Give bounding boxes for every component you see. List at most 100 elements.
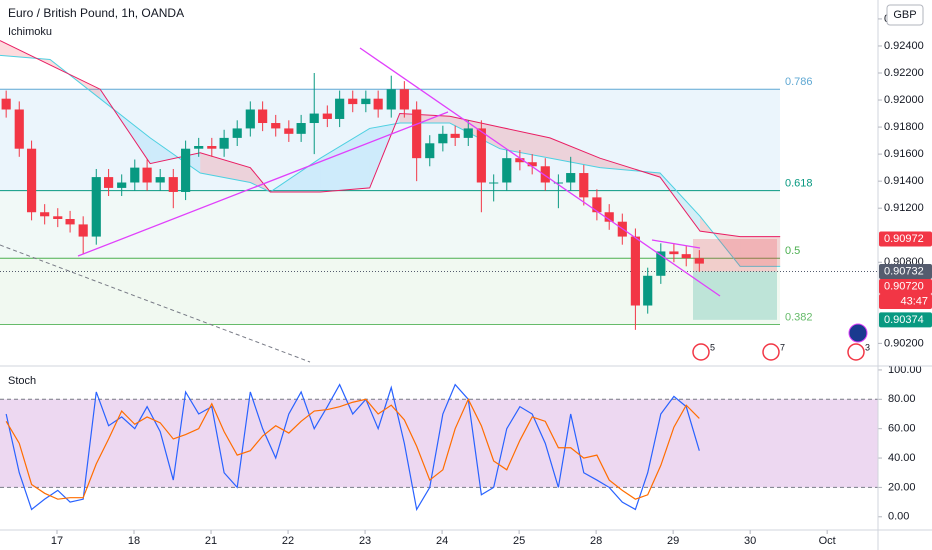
cloud-segment bbox=[320, 128, 370, 192]
candle-body bbox=[399, 89, 409, 110]
candle-body bbox=[1, 98, 11, 110]
stoch-band bbox=[0, 399, 878, 488]
fib-label: 0.618 bbox=[785, 178, 813, 190]
candle-body bbox=[168, 177, 178, 192]
candle-body bbox=[258, 109, 268, 124]
candle-body bbox=[117, 182, 127, 188]
candle-body bbox=[373, 98, 383, 110]
fib-label: 0.786 bbox=[785, 76, 813, 88]
y-tick-label: 0.91600 bbox=[884, 148, 924, 160]
candle-body bbox=[425, 143, 435, 159]
event-icon[interactable] bbox=[692, 343, 710, 361]
stoch-pane: 100.00 80.00 60.00 40.00 20.00 0.00 bbox=[0, 364, 922, 523]
y-tick-label: 0.92200 bbox=[884, 67, 924, 79]
x-tick-label: 28 bbox=[590, 535, 602, 547]
price-label: 0.90732 bbox=[884, 265, 924, 277]
countdown-box bbox=[879, 293, 932, 309]
price-label-box bbox=[879, 312, 932, 328]
candle-body bbox=[450, 133, 460, 138]
candle-body bbox=[669, 251, 679, 255]
candle-body bbox=[78, 224, 88, 237]
candle-body bbox=[386, 89, 396, 110]
candle-body bbox=[502, 158, 512, 183]
x-tick-label: 21 bbox=[205, 535, 217, 547]
candle-body bbox=[566, 173, 576, 183]
x-tick-label: 29 bbox=[667, 535, 679, 547]
price-label-box bbox=[879, 231, 932, 247]
event-count: 7 bbox=[780, 342, 785, 352]
y-tick-label: 0.91800 bbox=[884, 121, 924, 133]
price-label-box bbox=[879, 278, 932, 294]
candle-body bbox=[694, 258, 704, 264]
cloud-segment bbox=[499, 127, 550, 159]
x-tick-label: 25 bbox=[513, 535, 525, 547]
countdown: 43:47 bbox=[900, 295, 928, 307]
candle-body bbox=[579, 173, 589, 198]
cloud-line bbox=[0, 40, 781, 238]
event-count: 3 bbox=[865, 342, 870, 352]
candle-body bbox=[309, 113, 319, 124]
event-icon[interactable] bbox=[848, 323, 868, 343]
events: 5 7 3 bbox=[692, 342, 870, 361]
trend-line bbox=[359, 47, 721, 297]
x-tick-label: 17 bbox=[51, 535, 63, 547]
candle-body bbox=[335, 98, 345, 119]
event-count: 5 bbox=[710, 342, 715, 352]
fib-zone bbox=[0, 190, 780, 259]
candle-body bbox=[463, 128, 473, 138]
candle-body bbox=[104, 177, 114, 188]
x-tick-label: 22 bbox=[282, 535, 294, 547]
fib-backgrounds: 0.786 0.618 0.5 0.382 bbox=[0, 76, 813, 325]
y-tick-label: 0.00 bbox=[888, 511, 909, 523]
candle-body bbox=[181, 148, 191, 192]
candle-body bbox=[245, 109, 255, 129]
candle-body bbox=[540, 166, 550, 183]
candle-body bbox=[219, 137, 229, 149]
cloud-segment bbox=[740, 236, 781, 267]
y-tick-label: 0.91200 bbox=[884, 202, 924, 214]
cloud-segment bbox=[599, 158, 661, 178]
y-tick-label: 40.00 bbox=[888, 452, 916, 464]
event-icon[interactable] bbox=[762, 343, 780, 361]
candle-body bbox=[348, 98, 358, 105]
candle-body bbox=[284, 128, 294, 134]
candle-body bbox=[681, 254, 691, 259]
candle-body bbox=[656, 251, 666, 276]
candle-body bbox=[412, 109, 422, 159]
candle-body bbox=[361, 98, 371, 105]
cloud-segment bbox=[660, 173, 701, 232]
fib-label: 0.382 bbox=[785, 311, 813, 323]
candle-body bbox=[65, 219, 75, 225]
y-tick-label: 20.00 bbox=[888, 481, 916, 493]
price-label-box bbox=[879, 263, 932, 279]
candle-body bbox=[26, 148, 37, 213]
candle-body bbox=[476, 128, 486, 183]
candle-body bbox=[630, 236, 640, 306]
target-zone bbox=[693, 271, 777, 320]
candle-body bbox=[91, 177, 101, 237]
trend-line bbox=[0, 244, 311, 363]
candle-body bbox=[438, 133, 448, 144]
x-tick-label: 18 bbox=[128, 535, 140, 547]
x-tick-label: 24 bbox=[436, 535, 448, 547]
candle-body bbox=[296, 123, 306, 134]
position-box bbox=[0, 239, 878, 320]
x-tick-label: 30 bbox=[744, 535, 756, 547]
candle-body bbox=[207, 146, 217, 149]
price-label: 0.90374 bbox=[884, 314, 924, 326]
candle-body bbox=[592, 197, 602, 213]
event-icon[interactable] bbox=[847, 343, 865, 361]
stoch-line bbox=[5, 383, 700, 512]
candle-body bbox=[194, 146, 204, 149]
currency-label: GBP bbox=[893, 9, 916, 21]
y-tick-label: 0.91400 bbox=[884, 175, 924, 187]
stoch-line bbox=[5, 397, 700, 500]
price-label: 0.90972 bbox=[884, 233, 924, 245]
indicator-label: Stoch bbox=[8, 375, 36, 387]
indicator-label: Ichimoku bbox=[8, 26, 52, 38]
y-tick-label: 80.00 bbox=[888, 393, 916, 405]
y-tick-label: 60.00 bbox=[888, 423, 916, 435]
currency-button[interactable] bbox=[886, 4, 924, 26]
trend-line bbox=[651, 239, 701, 249]
candle-body bbox=[53, 216, 63, 219]
